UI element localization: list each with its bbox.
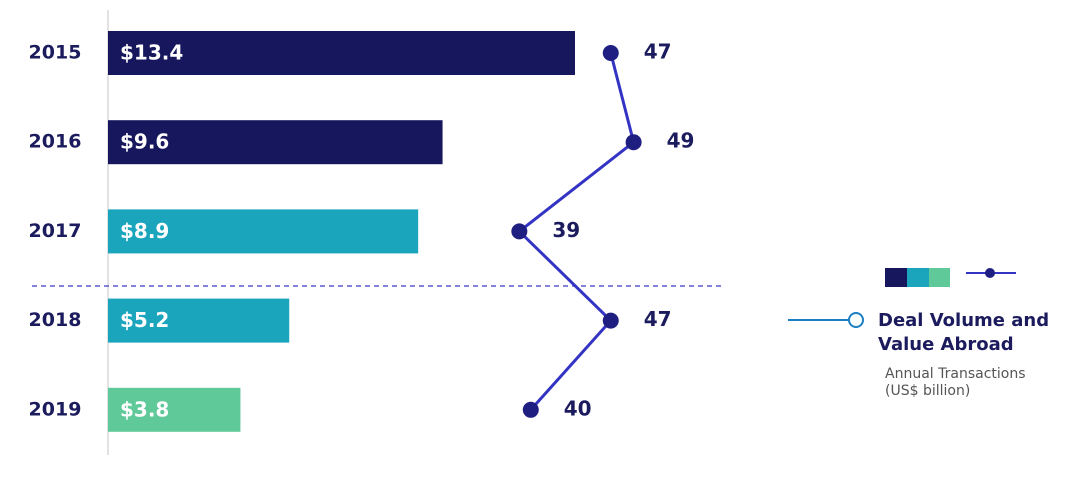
y-tick-label: 2018 xyxy=(29,309,82,331)
legend-swatch xyxy=(885,268,907,287)
bar xyxy=(108,31,575,75)
line-marker xyxy=(625,134,642,151)
legend-swatch xyxy=(929,268,950,287)
bar-value-label: $5.2 xyxy=(120,308,169,332)
bar-value-label: $3.8 xyxy=(120,397,169,421)
bar xyxy=(108,120,443,165)
line-marker xyxy=(602,45,619,61)
legend-marker xyxy=(985,268,995,278)
y-tick-label: 2017 xyxy=(29,220,82,242)
legend-title: Deal Volume and Value Abroad xyxy=(878,310,1050,355)
bar xyxy=(108,387,241,432)
bar-value-label: $9.6 xyxy=(120,130,169,154)
line-marker xyxy=(522,401,539,418)
line-value-label: 49 xyxy=(667,129,695,153)
line-value-label: 47 xyxy=(644,40,672,64)
legend-symbols xyxy=(788,268,1016,328)
legend-swatch xyxy=(907,268,929,287)
line-marker xyxy=(511,223,528,240)
y-tick-label: 2016 xyxy=(29,131,82,153)
bar-value-label: $13.4 xyxy=(120,41,183,65)
line-value-label: 39 xyxy=(552,218,580,242)
legend-subtitle: Annual Transactions (US$ billion) xyxy=(885,366,1026,399)
line-value-label: 40 xyxy=(564,396,592,420)
bar xyxy=(108,298,290,343)
bar-value-label: $8.9 xyxy=(120,219,169,243)
pointer-circle xyxy=(848,312,864,328)
line-value-label: 47 xyxy=(644,307,672,331)
line-marker xyxy=(602,312,619,329)
bar xyxy=(108,209,419,254)
y-tick-label: 2019 xyxy=(29,398,82,420)
y-tick-label: 2015 xyxy=(29,42,82,64)
